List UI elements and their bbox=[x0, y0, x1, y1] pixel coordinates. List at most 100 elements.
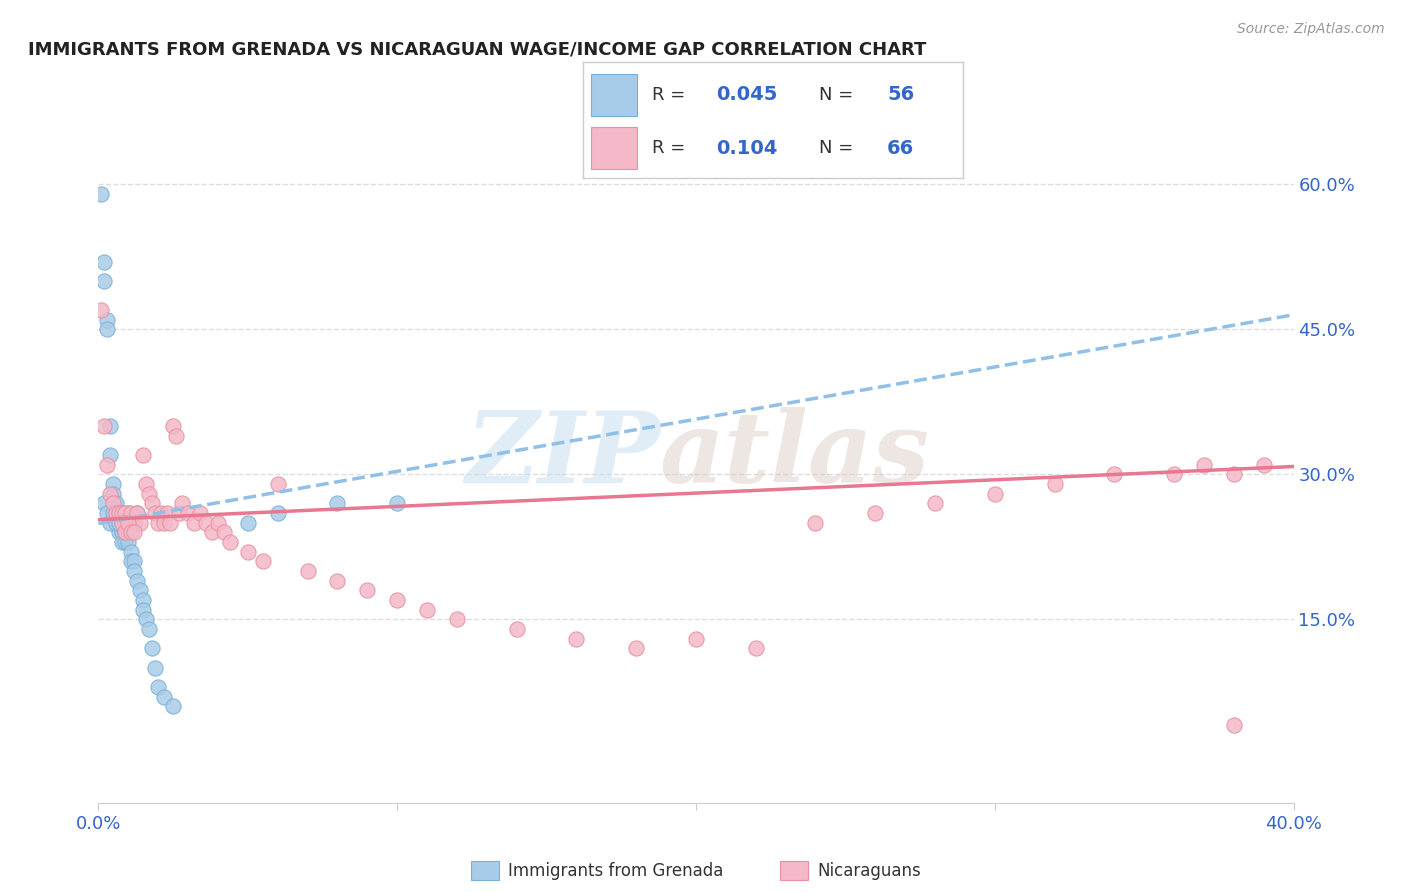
Point bbox=[356, 583, 378, 598]
Point bbox=[385, 592, 409, 607]
Point bbox=[135, 612, 157, 626]
Point bbox=[236, 516, 259, 530]
Point bbox=[188, 506, 211, 520]
Point bbox=[984, 486, 1007, 500]
Point bbox=[117, 516, 139, 530]
Point bbox=[124, 525, 146, 540]
Point bbox=[212, 525, 235, 540]
Point bbox=[117, 516, 139, 530]
Point bbox=[120, 525, 142, 540]
Point bbox=[111, 516, 134, 530]
Point bbox=[1223, 467, 1246, 482]
Bar bbox=[591, 74, 637, 116]
Point bbox=[111, 525, 134, 540]
Text: N =: N = bbox=[818, 86, 853, 103]
Point bbox=[132, 602, 155, 616]
Point bbox=[127, 506, 149, 520]
Point bbox=[111, 506, 134, 520]
Point bbox=[297, 564, 319, 578]
Point bbox=[267, 506, 290, 520]
Point bbox=[127, 506, 149, 520]
Point bbox=[114, 535, 136, 549]
Point bbox=[506, 622, 529, 636]
Point bbox=[98, 486, 122, 500]
Point bbox=[143, 660, 166, 674]
Point bbox=[108, 506, 131, 520]
Point bbox=[162, 419, 184, 434]
Point bbox=[103, 496, 125, 510]
Text: 0.104: 0.104 bbox=[717, 139, 778, 158]
Point bbox=[385, 496, 409, 510]
Point bbox=[120, 554, 142, 568]
Point bbox=[117, 506, 139, 520]
Point bbox=[120, 544, 142, 558]
Point bbox=[105, 516, 128, 530]
Point bbox=[326, 496, 349, 510]
Point bbox=[96, 322, 118, 336]
Point bbox=[111, 506, 134, 520]
Point bbox=[132, 592, 155, 607]
Point bbox=[124, 516, 146, 530]
Point bbox=[105, 506, 128, 520]
Point bbox=[96, 458, 118, 472]
Text: R =: R = bbox=[652, 86, 685, 103]
Point bbox=[117, 535, 139, 549]
Point bbox=[804, 516, 827, 530]
Point bbox=[1104, 467, 1126, 482]
Point bbox=[120, 506, 142, 520]
Point bbox=[153, 690, 176, 704]
Bar bbox=[591, 128, 637, 169]
Point bbox=[565, 632, 588, 646]
Point bbox=[138, 622, 160, 636]
Text: Nicaraguans: Nicaraguans bbox=[817, 862, 921, 880]
Point bbox=[135, 477, 157, 491]
Point bbox=[207, 516, 229, 530]
Point bbox=[1253, 458, 1275, 472]
Point bbox=[156, 506, 179, 520]
Point bbox=[326, 574, 349, 588]
Point bbox=[162, 699, 184, 714]
Point bbox=[98, 419, 122, 434]
Text: R =: R = bbox=[652, 139, 685, 157]
Point bbox=[114, 525, 136, 540]
Point bbox=[105, 496, 128, 510]
Point bbox=[150, 506, 173, 520]
Text: N =: N = bbox=[818, 139, 853, 157]
Point bbox=[93, 274, 115, 288]
Point bbox=[132, 448, 155, 462]
Point bbox=[105, 506, 128, 520]
Point bbox=[117, 516, 139, 530]
Point bbox=[148, 516, 170, 530]
Point bbox=[93, 419, 115, 434]
Point bbox=[165, 428, 187, 442]
Point bbox=[114, 506, 136, 520]
Point bbox=[626, 641, 648, 656]
Point bbox=[108, 506, 131, 520]
Point bbox=[138, 486, 160, 500]
Point bbox=[108, 516, 131, 530]
Text: 0.045: 0.045 bbox=[717, 86, 778, 104]
Text: Source: ZipAtlas.com: Source: ZipAtlas.com bbox=[1237, 22, 1385, 37]
Point bbox=[111, 535, 134, 549]
Point bbox=[117, 525, 139, 540]
Point bbox=[129, 516, 152, 530]
Point bbox=[114, 525, 136, 540]
Point bbox=[159, 516, 181, 530]
Point bbox=[127, 574, 149, 588]
Point bbox=[111, 516, 134, 530]
Point bbox=[114, 516, 136, 530]
Point bbox=[129, 583, 152, 598]
Point bbox=[124, 516, 146, 530]
Point bbox=[745, 641, 768, 656]
Point bbox=[98, 516, 122, 530]
Point bbox=[1223, 718, 1246, 732]
Point bbox=[236, 544, 259, 558]
Point bbox=[267, 477, 290, 491]
Point bbox=[103, 477, 125, 491]
Point bbox=[195, 516, 218, 530]
Point bbox=[1163, 467, 1185, 482]
Point bbox=[865, 506, 887, 520]
Point bbox=[103, 506, 125, 520]
Point bbox=[96, 312, 118, 326]
Point bbox=[98, 448, 122, 462]
